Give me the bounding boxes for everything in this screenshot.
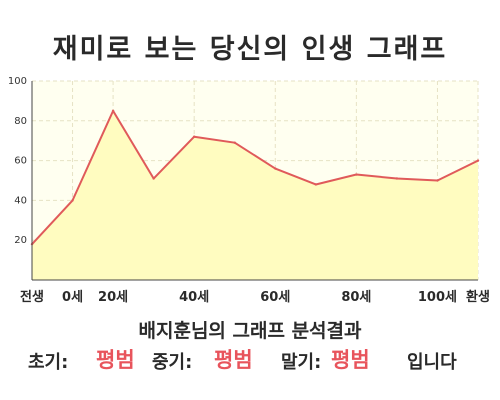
x-tick-label-7: 환생 <box>466 289 490 305</box>
data-point-3 <box>152 177 155 180</box>
x-tick-label-3: 40세 <box>179 290 209 305</box>
data-point-6 <box>274 167 277 170</box>
y-tick-label-100: 100 <box>8 76 27 87</box>
data-point-8 <box>355 173 358 176</box>
page-title: 재미로 보는 당신의 인생 그래프 <box>52 34 448 65</box>
series-area <box>32 110 478 280</box>
data-point-5 <box>233 141 236 144</box>
life-chart: 20 40 60 80 100 전생 0세 20세 40세 60세 80세 100세 환생 <box>8 76 490 305</box>
x-tick-label-1: 0세 <box>62 290 83 305</box>
late-label: 말기: <box>281 352 322 373</box>
x-tick-label-5: 80세 <box>341 290 371 305</box>
early-label: 초기: <box>28 352 69 373</box>
middle-value: 평범 <box>214 348 253 372</box>
result-suffix: 입니다 <box>407 352 457 373</box>
data-point-10 <box>436 179 439 182</box>
y-tick-label-40: 40 <box>14 195 27 206</box>
series-line <box>31 109 479 245</box>
data-point-9 <box>395 177 399 180</box>
x-tick-label-6: 100세 <box>418 290 457 305</box>
y-tick-label-80: 80 <box>14 116 27 127</box>
data-point-4 <box>192 135 196 138</box>
data-point-11 <box>476 159 480 162</box>
data-point-2 <box>111 109 115 113</box>
x-tick-label-2: 20세 <box>98 290 128 305</box>
early-value: 평범 <box>96 348 135 372</box>
y-tick-label-20: 20 <box>14 235 27 246</box>
x-tick-label-4: 60세 <box>260 290 290 305</box>
data-point-7 <box>314 183 318 186</box>
analysis-result: 초기: 평범 중기: 평범 말기: 평범 입니다 <box>0 346 500 380</box>
data-point-1 <box>71 199 74 202</box>
y-tick-label-60: 60 <box>14 156 27 167</box>
middle-label: 중기: <box>152 352 193 373</box>
x-tick-label-0: 전생 <box>20 289 44 305</box>
late-value: 평범 <box>331 348 370 372</box>
analysis-subtitle: 배지훈님의 그래프 분석결과 <box>138 320 362 342</box>
